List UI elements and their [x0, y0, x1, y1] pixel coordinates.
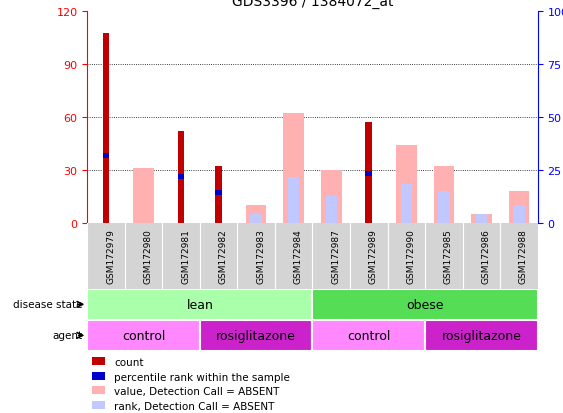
Bar: [401, 184, 412, 223]
Bar: [438, 192, 449, 223]
Bar: [321, 170, 342, 223]
Bar: [178, 132, 185, 223]
Bar: [508, 192, 529, 223]
Text: disease state: disease state: [14, 299, 83, 310]
Bar: [215, 190, 222, 196]
Bar: [92, 401, 105, 409]
Bar: [251, 214, 262, 223]
Text: control: control: [347, 329, 391, 342]
Text: GSM172980: GSM172980: [144, 228, 153, 283]
Bar: [133, 169, 154, 223]
Text: GSM172984: GSM172984: [294, 228, 303, 283]
Bar: [87, 289, 312, 320]
Bar: [434, 167, 454, 223]
Bar: [200, 320, 312, 351]
Bar: [425, 320, 538, 351]
Bar: [365, 123, 372, 223]
Bar: [283, 114, 304, 223]
Bar: [396, 146, 417, 223]
Bar: [312, 320, 425, 351]
Text: GSM172988: GSM172988: [519, 228, 528, 283]
Text: GSM172989: GSM172989: [369, 228, 378, 283]
Bar: [288, 178, 300, 223]
Bar: [476, 214, 487, 223]
Text: control: control: [122, 329, 166, 342]
Bar: [102, 154, 109, 159]
Bar: [87, 320, 200, 351]
Bar: [92, 387, 105, 394]
Bar: [471, 214, 491, 223]
Text: percentile rank within the sample: percentile rank within the sample: [114, 372, 290, 382]
Text: rosiglitazone: rosiglitazone: [216, 329, 296, 342]
Text: rank, Detection Call = ABSENT: rank, Detection Call = ABSENT: [114, 401, 275, 411]
Text: GSM172986: GSM172986: [481, 228, 490, 283]
Text: agent: agent: [52, 330, 83, 341]
Title: GDS3396 / 1384072_at: GDS3396 / 1384072_at: [232, 0, 393, 9]
Bar: [312, 289, 538, 320]
Text: value, Detection Call = ABSENT: value, Detection Call = ABSENT: [114, 387, 280, 396]
Text: GSM172987: GSM172987: [331, 228, 340, 283]
Bar: [215, 167, 222, 223]
Text: GSM172979: GSM172979: [106, 228, 115, 283]
Text: lean: lean: [186, 298, 213, 311]
Text: GSM172983: GSM172983: [256, 228, 265, 283]
Bar: [102, 33, 109, 223]
Bar: [513, 206, 525, 223]
Text: count: count: [114, 358, 144, 368]
Bar: [92, 358, 105, 366]
Bar: [365, 171, 372, 176]
Bar: [325, 197, 337, 223]
Text: GSM172982: GSM172982: [218, 228, 227, 283]
Text: obese: obese: [406, 298, 444, 311]
Text: GSM172985: GSM172985: [444, 228, 453, 283]
Text: GSM172981: GSM172981: [181, 228, 190, 283]
Bar: [178, 175, 185, 180]
Bar: [246, 206, 266, 223]
Bar: [92, 372, 105, 380]
Text: rosiglitazone: rosiglitazone: [441, 329, 521, 342]
Text: GSM172990: GSM172990: [406, 228, 415, 283]
